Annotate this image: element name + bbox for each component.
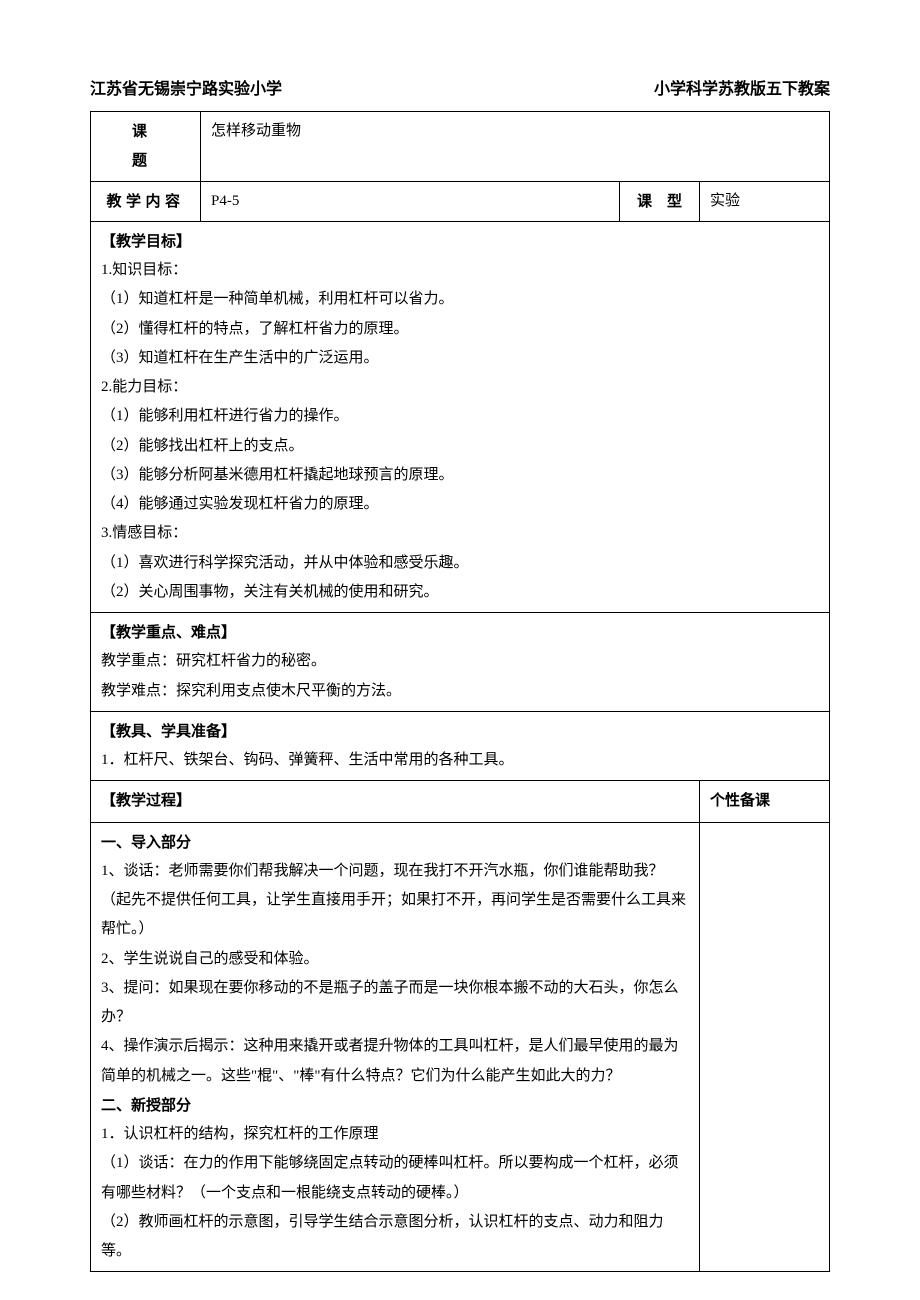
focus-content: 教学重点：研究杠杆省力的秘密。 教学难点：探究利用支点使木尺平衡的方法。 xyxy=(101,647,819,706)
teach-3: （2）教师画杠杆的示意图，引导学生结合示意图分析，认识杠杆的支点、动力和阻力等。 xyxy=(101,1208,689,1267)
intro-3: 3、提问：如果现在要你移动的不是瓶子的盖子而是一块你根本搬不动的大石头，你怎么办… xyxy=(101,974,689,1033)
materials-content: 1．杠杆尺、铁架台、钩码、弹簧秤、生活中常用的各种工具。 xyxy=(101,746,819,775)
ability-4: （4）能够通过实验发现杠杆省力的原理。 xyxy=(101,490,819,519)
topic-label: 课 题 xyxy=(91,112,201,182)
class-type-value: 实验 xyxy=(700,181,830,221)
focus-line-1: 教学重点：研究杠杆省力的秘密。 xyxy=(101,647,819,676)
focus-row: 【教学重点、难点】 教学重点：研究杠杆省力的秘密。 教学难点：探究利用支点使木尺… xyxy=(91,613,830,712)
notes-title-cell: 个性备课 xyxy=(700,781,830,822)
knowledge-title: 1.知识目标： xyxy=(101,256,819,285)
materials-title: 【教具、学具准备】 xyxy=(101,717,819,746)
teach-1: 1．认识杠杆的结构，探究杠杆的工作原理 xyxy=(101,1120,689,1149)
objectives-row: 【教学目标】 1.知识目标： （1）知道杠杆是一种简单机械，利用杠杆可以省力。 … xyxy=(91,221,830,612)
objectives-cell: 【教学目标】 1.知识目标： （1）知道杠杆是一种简单机械，利用杠杆可以省力。 … xyxy=(91,221,830,612)
process-header-row: 【教学过程】 个性备课 xyxy=(91,781,830,822)
section-1-title: 一、导入部分 xyxy=(101,828,689,857)
lesson-plan-table: 课 题 怎样移动重物 教学内容 P4-5 课 型 实验 【教学目标】 1.知识目… xyxy=(90,111,830,1272)
knowledge-3: （3）知道杠杆在生产生活中的广泛运用。 xyxy=(101,344,819,373)
process-content-row: 一、导入部分 1、谈话：老师需要你们帮我解决一个问题，现在我打不开汽水瓶，你们谁… xyxy=(91,822,830,1272)
content-label: 教学内容 xyxy=(91,181,201,221)
focus-title: 【教学重点、难点】 xyxy=(101,618,819,647)
page-header: 江苏省无锡崇宁路实验小学 小学科学苏教版五下教案 xyxy=(90,75,830,99)
title-row: 课 题 怎样移动重物 xyxy=(91,112,830,182)
materials-cell: 【教具、学具准备】 1．杠杆尺、铁架台、钩码、弹簧秤、生活中常用的各种工具。 xyxy=(91,711,830,781)
school-name: 江苏省无锡崇宁路实验小学 xyxy=(90,75,282,99)
ability-title: 2.能力目标： xyxy=(101,373,819,402)
materials-row: 【教具、学具准备】 1．杠杆尺、铁架台、钩码、弹簧秤、生活中常用的各种工具。 xyxy=(91,711,830,781)
emotion-title: 3.情感目标： xyxy=(101,519,819,548)
materials-line-1: 1．杠杆尺、铁架台、钩码、弹簧秤、生活中常用的各种工具。 xyxy=(101,746,819,775)
section-2-title: 二、新授部分 xyxy=(101,1091,689,1120)
ability-1: （1）能够利用杠杆进行省力的操作。 xyxy=(101,402,819,431)
ability-2: （2）能够找出杠杆上的支点。 xyxy=(101,432,819,461)
process-title-cell: 【教学过程】 xyxy=(91,781,700,822)
intro-2: 2、学生说说自己的感受和体验。 xyxy=(101,945,689,974)
content-value: P4-5 xyxy=(201,181,620,221)
process-title: 【教学过程】 xyxy=(101,792,191,809)
topic-value: 怎样移动重物 xyxy=(201,112,830,182)
process-content-cell: 一、导入部分 1、谈话：老师需要你们帮我解决一个问题，现在我打不开汽水瓶，你们谁… xyxy=(91,822,700,1272)
knowledge-2: （2）懂得杠杆的特点，了解杠杆省力的原理。 xyxy=(101,315,819,344)
teach-2: （1）谈话：在力的作用下能够绕固定点转动的硬棒叫杠杆。所以要构成一个杠杆，必须有… xyxy=(101,1149,689,1208)
focus-cell: 【教学重点、难点】 教学重点：研究杠杆省力的秘密。 教学难点：探究利用支点使木尺… xyxy=(91,613,830,712)
content-type-row: 教学内容 P4-5 课 型 实验 xyxy=(91,181,830,221)
emotion-2: （2）关心周围事物，关注有关机械的使用和研究。 xyxy=(101,578,819,607)
knowledge-1: （1）知道杠杆是一种简单机械，利用杠杆可以省力。 xyxy=(101,285,819,314)
intro-4: 4、操作演示后揭示：这种用来撬开或者提升物体的工具叫杠杆，是人们最早使用的最为简… xyxy=(101,1032,689,1091)
objectives-title: 【教学目标】 xyxy=(101,227,819,256)
knowledge-goals: 1.知识目标： （1）知道杠杆是一种简单机械，利用杠杆可以省力。 （2）懂得杠杆… xyxy=(101,256,819,607)
ability-3: （3）能够分析阿基米德用杠杆撬起地球预言的原理。 xyxy=(101,461,819,490)
class-type-label: 课 型 xyxy=(620,181,700,221)
focus-line-2: 教学难点：探究利用支点使木尺平衡的方法。 xyxy=(101,677,819,706)
emotion-1: （1）喜欢进行科学探究活动，并从中体验和感受乐趣。 xyxy=(101,549,819,578)
process-content: 一、导入部分 1、谈话：老师需要你们帮我解决一个问题，现在我打不开汽水瓶，你们谁… xyxy=(101,828,689,1267)
intro-1: 1、谈话：老师需要你们帮我解决一个问题，现在我打不开汽水瓶，你们谁能帮助我？（起… xyxy=(101,857,689,945)
course-name: 小学科学苏教版五下教案 xyxy=(654,75,830,99)
notes-content-cell xyxy=(700,822,830,1272)
